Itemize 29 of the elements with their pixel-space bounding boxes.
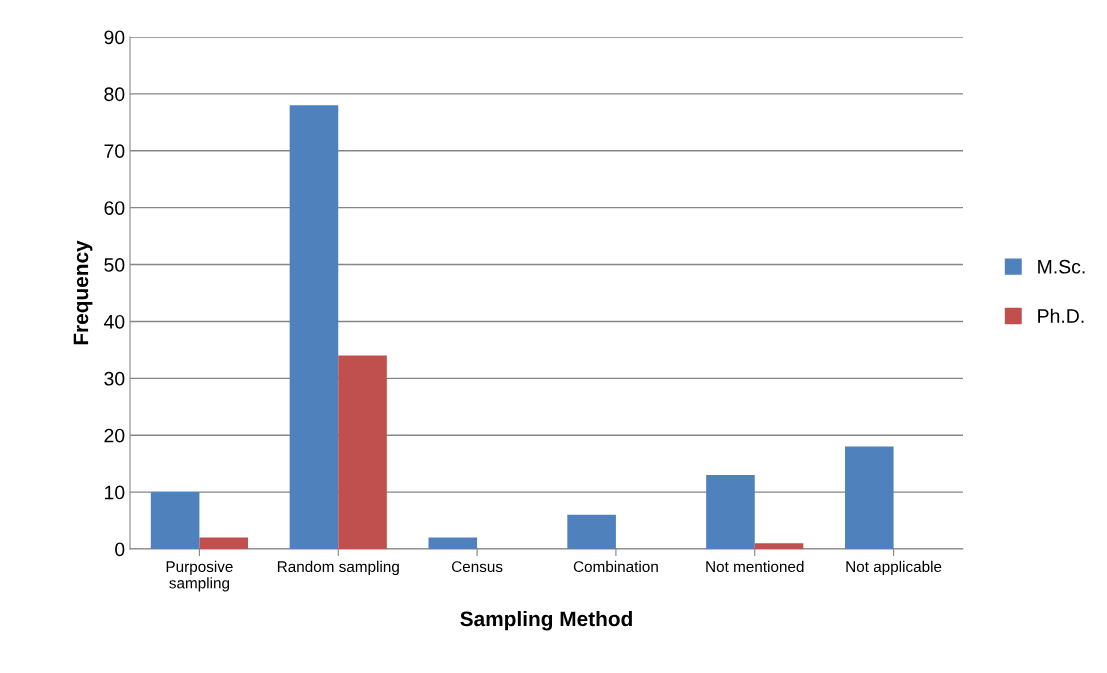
bar xyxy=(428,537,478,549)
y-tick-label: 90 xyxy=(104,30,125,45)
x-tick-label: Census xyxy=(451,561,503,573)
bar xyxy=(754,543,804,549)
y-tick-label: 30 xyxy=(104,371,125,386)
y-tick-label: 20 xyxy=(104,428,125,443)
y-tick-label: 0 xyxy=(115,542,125,557)
bar xyxy=(844,446,894,549)
bar xyxy=(567,514,616,549)
x-tick-label: Purposive sampling xyxy=(166,560,233,592)
legend-label: Ph.D. xyxy=(1038,308,1084,323)
x-tick-label: Random sampling xyxy=(277,560,399,576)
bar xyxy=(338,355,387,549)
x-tick-label: Not mentioned xyxy=(706,560,804,573)
bar xyxy=(199,537,249,549)
y-tick-label: 50 xyxy=(104,258,125,272)
y-tick-label: 70 xyxy=(104,144,125,159)
y-tick-label: 80 xyxy=(104,87,125,102)
y-axis-title: Frequency xyxy=(73,240,93,345)
legend-label: M.Sc. xyxy=(1038,259,1085,274)
bar xyxy=(150,492,200,549)
y-tick-label: 40 xyxy=(103,314,125,329)
y-tick-label: 10 xyxy=(105,485,125,500)
x-tick-label: Not applicable xyxy=(846,560,942,576)
bar xyxy=(706,475,755,549)
x-axis-title: Sampling Method xyxy=(460,610,632,631)
x-tick-label: Combination xyxy=(573,560,658,573)
bar xyxy=(289,105,339,549)
y-tick-label: 60 xyxy=(104,201,125,215)
